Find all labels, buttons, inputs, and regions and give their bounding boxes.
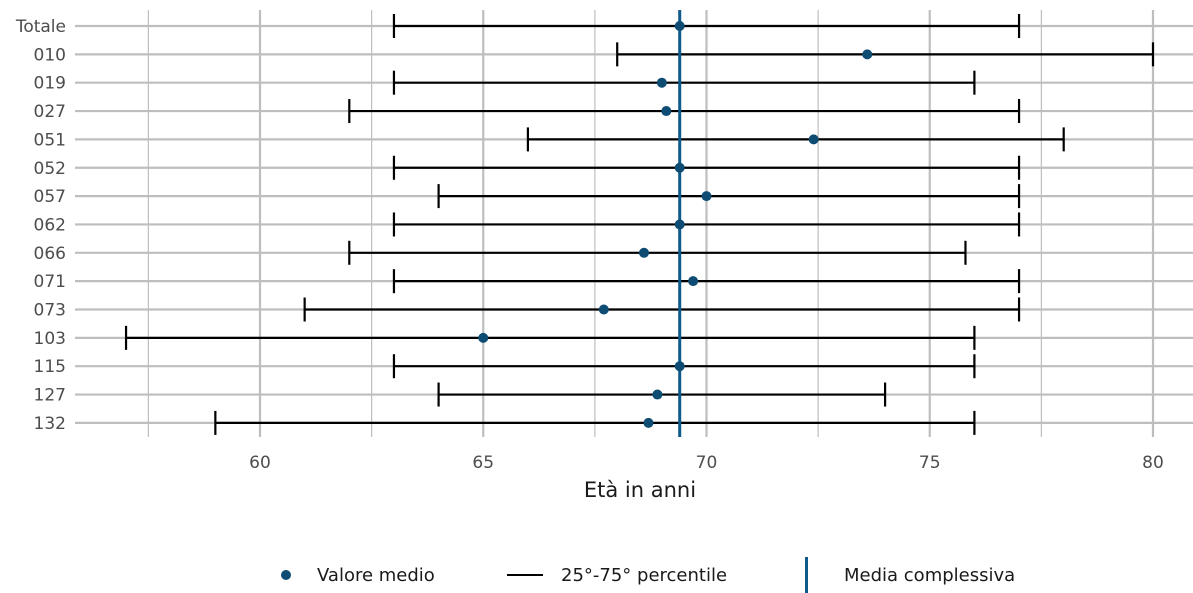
mean-point (661, 106, 672, 117)
legend-line-icon (507, 574, 543, 576)
mean-points-layer (478, 21, 873, 428)
legend-item-mean: Valore medio (281, 560, 435, 590)
y-tick-label: 010 (34, 45, 66, 65)
y-tick-label: 071 (34, 272, 66, 292)
mean-point (643, 417, 654, 428)
mean-point (862, 49, 873, 60)
mean-point (478, 332, 489, 343)
mean-point (674, 162, 685, 173)
legend-overall-label: Media complessiva (844, 564, 1016, 586)
mean-point (652, 389, 663, 400)
legend-item-overall: Media complessiva (805, 557, 1016, 593)
y-tick-label: 019 (34, 74, 66, 94)
x-tick-label: 80 (1142, 453, 1164, 473)
x-tick-label: 75 (919, 453, 941, 473)
legend-mean-label: Valore medio (317, 564, 435, 586)
legend-item-range: 25°-75° percentile (507, 560, 727, 590)
y-tick-label: 066 (34, 244, 66, 264)
legend: Valore medio 25°-75° percentile Media co… (0, 557, 1193, 593)
y-tick-label: 052 (34, 159, 66, 179)
mean-point (674, 361, 685, 372)
mean-point (674, 21, 685, 31)
mean-point (638, 247, 649, 258)
y-tick-label: 057 (34, 187, 66, 207)
y-tick-label: 127 (34, 386, 66, 406)
mean-point (808, 134, 819, 145)
mean-point (674, 219, 685, 230)
y-tick-label: 027 (34, 102, 66, 122)
mean-point (656, 77, 667, 88)
x-axis-title: Età in anni (584, 478, 696, 502)
y-tick-label: 062 (34, 215, 66, 235)
legend-dot-icon (281, 570, 291, 580)
x-tick-label: 60 (249, 453, 271, 473)
y-category-labels: Totale 010 019 027 051 052 057 062 066 071 073 103 1… (15, 17, 66, 434)
mean-point (701, 191, 712, 202)
y-tick-label: 115 (34, 357, 66, 377)
mean-point (598, 304, 609, 315)
errorbar-layer (124, 14, 1155, 435)
x-tick-label: 70 (696, 453, 718, 473)
legend-vline-icon (805, 557, 808, 593)
mean-point (688, 276, 699, 287)
y-tick-label: Totale (15, 17, 66, 37)
legend-range-label: 25°-75° percentile (561, 564, 728, 586)
y-tick-label: 073 (34, 301, 66, 321)
y-tick-label: 132 (34, 414, 66, 434)
y-tick-label: 051 (34, 130, 66, 150)
x-tick-label: 65 (472, 453, 494, 473)
y-tick-label: 103 (34, 329, 66, 349)
chart-area: 60 65 70 75 80 Totale 010 019 027 051 052 057 062 06… (15, 10, 1193, 502)
x-tick-labels: 60 65 70 75 80 (249, 453, 1164, 473)
